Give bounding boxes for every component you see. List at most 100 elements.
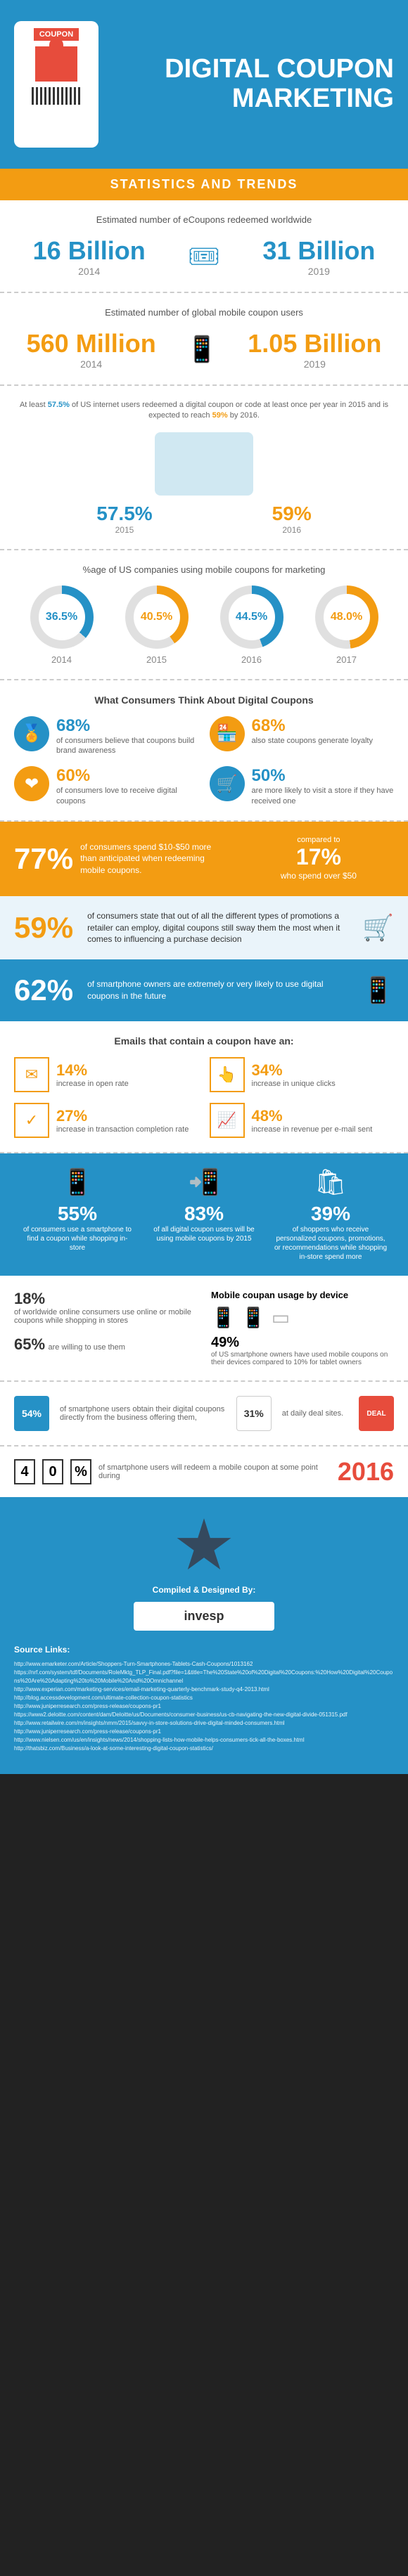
donut-year: 2014: [30, 654, 94, 665]
stat-number: 31 Billion: [262, 236, 375, 266]
stat-year: 2014: [33, 266, 146, 277]
gift-icon: [35, 46, 77, 82]
email-stat: ✓ 27%increase in transaction completion r…: [14, 1103, 199, 1138]
pct-badge: 31%: [236, 1396, 272, 1431]
email-stat: 👆34%increase in unique clicks: [210, 1057, 395, 1092]
tablet-icon: ▭: [272, 1306, 290, 1329]
redemption-left-pct: 57.5% 2015: [96, 503, 152, 535]
bottom-stat-18: 18% of worldwide online consumers use on…: [14, 1290, 197, 1325]
footer: Compiled & Designed By: invesp Source Li…: [0, 1497, 408, 1774]
stat-number: 1.05 Billion: [248, 329, 381, 358]
thought-item: 🏪68%also state coupons generate loyalty: [210, 716, 395, 756]
source-link: http://www.emarketer.com/Article/Shopper…: [14, 1660, 394, 1669]
thought-icon: 🛒: [210, 766, 245, 801]
mobile-users-label: Estimated number of global mobile coupon…: [14, 307, 394, 318]
blue-col: 📱55%of consumers use a smartphone to fin…: [20, 1167, 134, 1262]
mobile-center-icon: 📱: [181, 328, 223, 370]
desc: of consumers state that out of all the d…: [87, 910, 348, 945]
source-link: http://www.juniperresearch.com/press-rel…: [14, 1728, 394, 1736]
invesp-logo: invesp: [134, 1602, 274, 1631]
pct: 18%: [14, 1290, 45, 1307]
barcode-icon: [32, 87, 81, 105]
redemption-left: [155, 432, 253, 496]
stat-year: 2019: [262, 266, 375, 277]
section-email-stats: Emails that contain a coupon have an: ✉1…: [0, 1021, 408, 1153]
desc: of consumers spend $10-$50 more than ant…: [80, 841, 229, 876]
donut-chart: 44.5%: [220, 585, 283, 649]
desc: of shoppers who receive personalized cou…: [274, 1225, 388, 1262]
stat-number: 560 Million: [27, 329, 156, 358]
bottom-stat-65: 65% are willing to use them: [14, 1335, 197, 1354]
pct: 50%: [252, 766, 395, 786]
desc: also state coupons generate loyalty: [252, 736, 373, 746]
redemption-right-pct: 59% 2016: [272, 503, 312, 535]
device-icon: 📱: [211, 1306, 236, 1329]
stat-year: 2014: [27, 358, 156, 370]
deal-of-day-badge: DEAL: [359, 1396, 394, 1431]
blue-band-62: 62% of smartphone owners are extremely o…: [0, 959, 408, 1021]
sources-title: Source Links:: [14, 1645, 394, 1655]
thought-item: ❤60%of consumers love to receive digital…: [14, 766, 199, 806]
redemption-map-row: [14, 432, 394, 496]
phone-coupon-icon: 📱: [362, 976, 394, 1005]
deal-right-text: at daily deal sites.: [282, 1409, 348, 1418]
donut-chart: 36.5%: [30, 585, 94, 649]
section-ecoupons: Estimated number of eCoupons redeemed wo…: [0, 200, 408, 293]
pct: 83%: [147, 1203, 261, 1225]
mobile-right: 1.05 Billion 2019: [248, 329, 381, 370]
digit: 4: [14, 1459, 35, 1484]
desc: are willing to use them: [49, 1343, 125, 1352]
donut-pct: 44.5%: [220, 585, 283, 649]
pct: 27%: [56, 1107, 189, 1125]
ecoupons-row: 16 Billion 2014 🎟 31 Billion 2019: [14, 235, 394, 278]
desc: increase in transaction completion rate: [56, 1125, 189, 1134]
desc: increase in revenue per e-mail sent: [252, 1125, 373, 1134]
pct: 62%: [14, 973, 73, 1007]
coupon-center-icon: 🎟: [183, 235, 225, 278]
donut-year: 2016: [220, 654, 283, 665]
thoughts-heading: What Consumers Think About Digital Coupo…: [14, 694, 394, 706]
section-us-companies: %age of US companies using mobile coupon…: [0, 550, 408, 680]
email-stat-icon: 📈: [210, 1103, 245, 1138]
thought-icon: 🏅: [14, 716, 49, 751]
donut-item: 36.5% 2014: [30, 585, 94, 665]
redemption-pcts: 57.5% 2015 59% 2016: [14, 503, 394, 535]
digit: %: [70, 1459, 91, 1484]
ecoupons-label: Estimated number of eCoupons redeemed wo…: [14, 214, 394, 225]
thought-item: 🏅 68%of consumers believe that coupons bu…: [14, 716, 199, 756]
desc: of consumers believe that coupons build …: [56, 736, 199, 756]
pct: 57.5%: [96, 503, 152, 525]
pct: 48%: [252, 1107, 373, 1125]
donut-row: 36.5%201440.5%201544.5%201648.0%2017: [14, 585, 394, 665]
desc: of US smartphone owners have used mobile…: [211, 1351, 394, 1366]
source-link: https://www2.deloitte.com/content/dam/De…: [14, 1711, 394, 1719]
donut-year: 2015: [125, 654, 189, 665]
pct: 68%: [252, 716, 373, 736]
blue-col-icon: 📱: [20, 1167, 134, 1197]
pct: 14%: [56, 1061, 129, 1080]
desc: of all digital coupon users will be usin…: [147, 1225, 261, 1243]
pct-badge: 54%: [14, 1396, 49, 1431]
header: COUPON DIGITAL COUPON MARKETING: [0, 0, 408, 169]
desc: of worldwide online consumers use online…: [14, 1308, 197, 1325]
blue-col: 🛍39%of shoppers who receive personalized…: [274, 1167, 388, 1262]
pct: 68%: [56, 716, 199, 736]
desc: increase in open rate: [56, 1080, 129, 1088]
email-stat: ✉14%increase in open rate: [14, 1057, 199, 1092]
ecoupons-right: 31 Billion 2019: [262, 236, 375, 277]
section-mobile-users: Estimated number of global mobile coupon…: [0, 293, 408, 386]
mobile-left: 560 Million 2014: [27, 329, 156, 370]
desc: are more likely to visit a store if they…: [252, 786, 395, 806]
section-redemption: At least 57.5% of US internet users rede…: [0, 386, 408, 550]
phone-coupon-icon: COUPON: [14, 21, 98, 148]
thought-icon: ❤: [14, 766, 49, 801]
star-icon: [176, 1518, 232, 1574]
source-link: http://www.nielsen.com/us/en/insights/ne…: [14, 1736, 394, 1745]
desc: of smartphone owners are extremely or ve…: [87, 978, 348, 1002]
deal-row: 54% of smartphone users obtain their dig…: [0, 1382, 408, 1446]
email-stat-icon: ✓: [14, 1103, 49, 1138]
year: 2015: [96, 525, 152, 535]
bottom-right: Mobile coupan usage by device 📱 📱 ▭ 49% …: [211, 1290, 394, 1366]
mobile-users-row: 560 Million 2014 📱 1.05 Billion 2019: [14, 328, 394, 370]
blue-col-icon: 📲: [147, 1167, 261, 1197]
